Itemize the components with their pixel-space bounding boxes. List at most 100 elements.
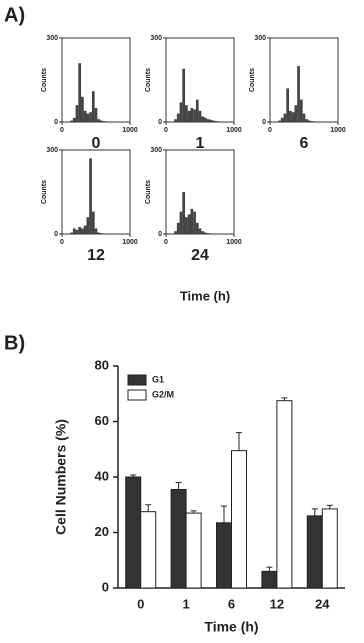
y-tick-label: 300 [150, 147, 162, 154]
y-tick-label: 60 [95, 413, 109, 428]
plot-frame [61, 149, 131, 235]
x-tick-label: 1000 [226, 239, 242, 246]
histogram-bar [308, 120, 311, 122]
x-axis-title: Time (h) [204, 619, 258, 635]
histogram-bar [78, 63, 82, 122]
histogram-bar [289, 110, 292, 122]
y-axis-title: Counts [145, 68, 152, 92]
y-tick-label: 0 [54, 119, 58, 126]
y-axis-title: Counts [249, 68, 256, 92]
x-tick-label: 0 [164, 127, 168, 134]
histogram-bar [283, 113, 287, 122]
histogram-bar [209, 119, 213, 122]
histogram-bar [176, 222, 180, 234]
histogram-bar [94, 228, 98, 234]
histogram-bar [83, 225, 87, 234]
histogram-bar [174, 231, 177, 234]
x-tick-label: 0 [60, 127, 64, 134]
x-tick-label: 1000 [122, 239, 138, 246]
histogram-bar [299, 99, 303, 122]
histogram-bar [206, 119, 210, 122]
panel-label: A) [4, 4, 25, 26]
bar [306, 515, 323, 589]
histogram-bar [297, 66, 300, 122]
histogram-bar [182, 192, 186, 234]
histogram-bar [182, 68, 186, 122]
bar [125, 476, 142, 589]
bar [216, 522, 232, 589]
histogram-bar [75, 105, 79, 122]
y-tick-label: 0 [54, 231, 58, 238]
x-tick-label: 6 [228, 596, 235, 611]
plot-frame [269, 37, 339, 123]
y-axis-title: Counts [145, 180, 152, 204]
x-tick-label: 0 [60, 239, 64, 246]
x-axis-title: Time (h) [180, 288, 230, 303]
y-tick-label: 300 [254, 35, 266, 42]
histogram-bar [198, 228, 202, 234]
y-axis-title: Cell Numbers (%) [53, 419, 69, 535]
y-tick-label: 80 [95, 357, 109, 372]
y-tick-label: 0 [158, 119, 162, 126]
legend-swatch [127, 374, 147, 386]
x-tick-label: 1000 [226, 127, 242, 134]
histogram-bar [212, 120, 215, 122]
histogram-bar [97, 119, 101, 122]
bar [185, 512, 202, 589]
histogram-bar [280, 117, 284, 122]
bar [231, 450, 247, 589]
histogram-bar [86, 217, 90, 234]
histogram-bar [190, 108, 194, 122]
histogram-bar [204, 117, 207, 122]
histogram-bar [81, 96, 84, 122]
bar [321, 508, 338, 589]
histogram-bar [195, 99, 199, 122]
x-tick-label: 1000 [122, 127, 138, 134]
y-axis-title: Counts [41, 180, 48, 204]
y-tick-label: 300 [46, 147, 58, 154]
histogram-bar [179, 102, 183, 122]
histogram-bar [291, 112, 295, 122]
y-tick-label: 0 [262, 119, 266, 126]
y-tick-label: 40 [95, 468, 109, 483]
histogram-bar [94, 108, 98, 122]
histogram-bar [100, 120, 103, 122]
plot-frame [165, 149, 235, 235]
histogram-bar [190, 208, 194, 234]
legend-label: G2/M [152, 389, 174, 399]
bar [261, 570, 278, 589]
histogram-bar [78, 227, 82, 234]
histogram-bar [195, 222, 199, 234]
x-tick-label: 0 [164, 239, 168, 246]
bar [276, 400, 293, 589]
histogram-bar [91, 211, 95, 234]
chart-title: 1 [196, 135, 205, 152]
x-tick-label: 0 [137, 596, 144, 611]
histogram-bar [179, 211, 183, 234]
histogram-bar [70, 120, 73, 122]
bar [170, 488, 187, 589]
y-tick-label: 20 [95, 524, 109, 539]
y-tick-label: 300 [150, 35, 162, 42]
histogram-bar [176, 113, 180, 122]
bar [140, 511, 157, 589]
chart-title: 0 [92, 135, 101, 152]
histogram-bar [204, 232, 207, 234]
plot-frame [61, 37, 131, 123]
panel-label: B) [4, 332, 25, 354]
histogram-bar [198, 110, 202, 122]
legend-swatch [127, 389, 147, 401]
y-tick-label: 0 [102, 579, 109, 594]
histogram-bar [91, 91, 95, 122]
chart-title: 24 [191, 247, 209, 264]
y-tick-label: 300 [46, 35, 58, 42]
histogram-bar [187, 214, 191, 234]
plot-frame [165, 37, 235, 123]
histogram-bar [89, 158, 92, 234]
histogram-bar [193, 109, 196, 122]
histogram-bar [305, 119, 309, 122]
histogram-bar [193, 211, 196, 234]
histogram-bar [286, 88, 290, 122]
histogram-bar [174, 119, 177, 122]
x-tick-label: 0 [268, 127, 272, 134]
